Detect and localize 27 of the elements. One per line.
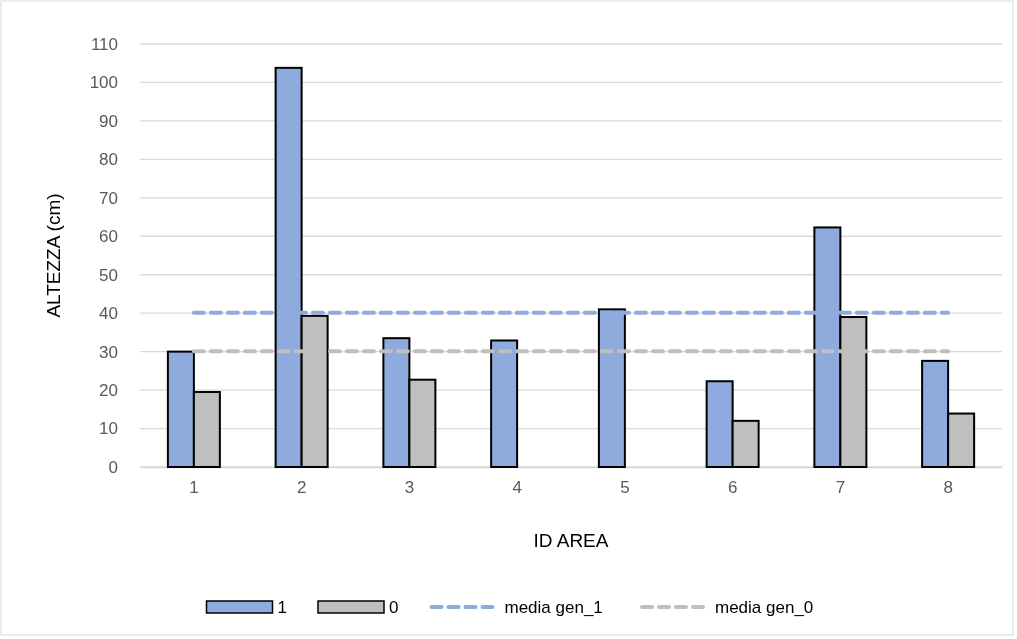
x-tick-label: 5: [620, 478, 630, 498]
y-tick-label: 80: [99, 150, 118, 170]
y-tick-label: 10: [99, 419, 118, 439]
x-tick-label: 6: [727, 478, 738, 498]
x-axis-title: ID AREA: [533, 530, 609, 551]
x-tick-label: 4: [512, 478, 522, 498]
legend-label: 0: [389, 598, 399, 617]
x-tick-label: 2: [296, 478, 307, 498]
legend-label: media gen_1: [504, 598, 603, 617]
x-tick-label: 7: [835, 478, 846, 498]
y-tick-label: 50: [99, 265, 118, 285]
y-axis-title: ALTEZZA (cm): [43, 193, 64, 318]
x-tick-label: 1: [189, 478, 199, 498]
bar: [490, 339, 519, 468]
y-tick-label: 0: [108, 457, 118, 477]
legend-label: media gen_0: [715, 598, 814, 617]
y-tick-label: 20: [99, 381, 118, 401]
legend-label: 1: [277, 598, 287, 617]
y-tick-label: 70: [99, 188, 118, 208]
y-tick-label: 30: [99, 342, 118, 362]
y-tick-label: 110: [90, 34, 118, 54]
y-tick-label: 60: [99, 227, 118, 247]
y-tick-label: 100: [89, 73, 118, 93]
x-tick-label: 3: [404, 478, 415, 498]
y-tick-label: 40: [99, 304, 118, 324]
x-tick-label: 8: [943, 478, 953, 498]
y-tick-label: 90: [99, 111, 118, 131]
